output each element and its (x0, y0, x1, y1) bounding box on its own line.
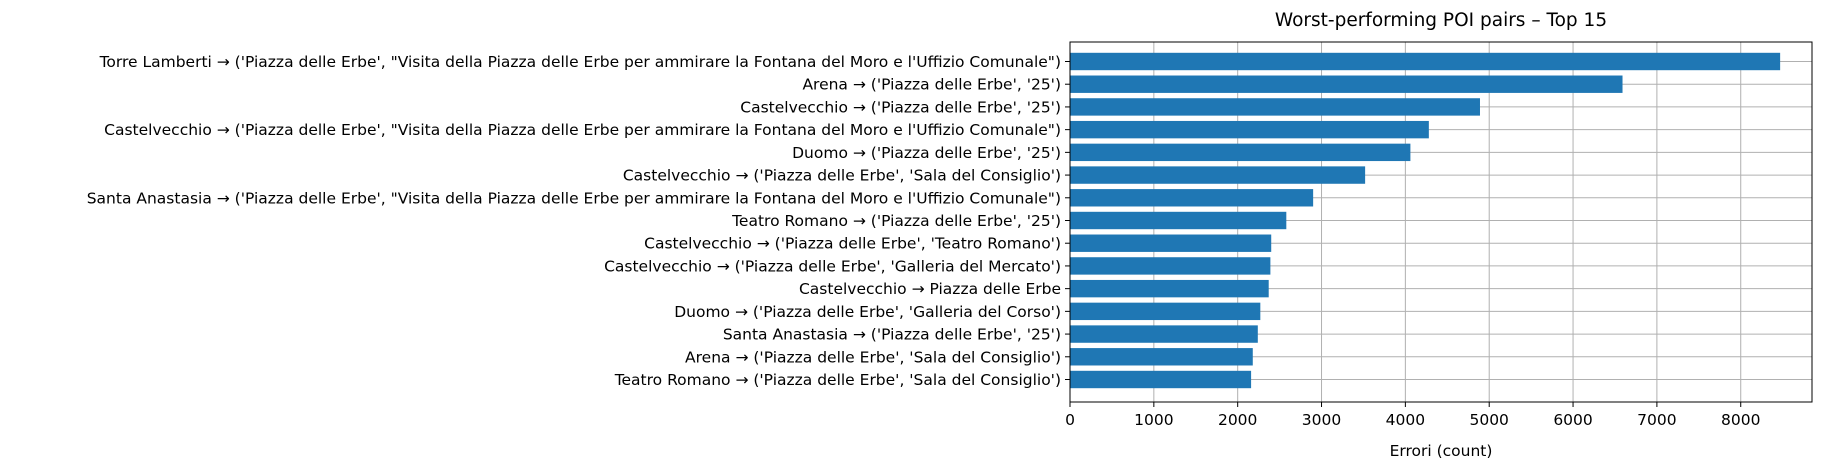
y-category-label: Torre Lamberti → ('Piazza delle Erbe', "… (99, 53, 1061, 71)
x-axis-label: Errori (count) (1390, 442, 1493, 460)
bar (1070, 325, 1258, 343)
x-tick-label: 6000 (1553, 411, 1592, 429)
y-category-label: Duomo → ('Piazza delle Erbe', 'Galleria … (674, 303, 1061, 321)
bar (1070, 257, 1271, 275)
y-category-label: Teatro Romano → ('Piazza delle Erbe', '2… (731, 212, 1061, 230)
y-category-label: Castelvecchio → ('Piazza delle Erbe', 'S… (623, 167, 1061, 185)
bar (1070, 234, 1272, 252)
x-tick-label: 4000 (1386, 411, 1425, 429)
y-axis-ticks: Torre Lamberti → ('Piazza delle Erbe', "… (87, 53, 1070, 389)
bar (1070, 52, 1781, 71)
y-category-label: Teatro Romano → ('Piazza delle Erbe', 'S… (614, 371, 1061, 389)
y-category-label: Santa Anastasia → ('Piazza delle Erbe', … (723, 326, 1061, 344)
bar (1070, 302, 1261, 321)
y-category-label: Duomo → ('Piazza delle Erbe', '25') (792, 144, 1061, 162)
x-axis-ticks: 0 1000 2000 3000 4000 5000 6000 7000 8000 (1065, 402, 1760, 429)
bar (1070, 189, 1314, 207)
plot-frame (1069, 41, 1813, 403)
x-tick-label: 3000 (1302, 411, 1341, 429)
x-tick-label: 5000 (1469, 411, 1508, 429)
y-category-label: Castelvecchio → ('Piazza delle Erbe', 'G… (604, 257, 1061, 275)
bar (1070, 279, 1269, 298)
bar (1070, 120, 1429, 139)
bar (1070, 348, 1253, 366)
x-tick-label: 2000 (1218, 411, 1257, 429)
bars (1070, 52, 1781, 389)
x-tick-label: 8000 (1721, 411, 1760, 429)
y-category-label: Castelvecchio → ('Piazza delle Erbe', 'T… (644, 235, 1061, 253)
bar (1070, 166, 1366, 184)
y-category-label: Castelvecchio → Piazza delle Erbe (799, 280, 1061, 298)
x-tick-label: 0 (1065, 411, 1075, 429)
x-tick-label: 7000 (1637, 411, 1676, 429)
bar (1070, 75, 1623, 93)
bar (1070, 211, 1287, 230)
bar (1070, 98, 1480, 116)
x-tick-label: 1000 (1134, 411, 1173, 429)
y-category-label: Castelvecchio → ('Piazza delle Erbe', "V… (104, 121, 1061, 139)
chart-title: Worst-performing POI pairs – Top 15 (1275, 10, 1607, 31)
y-category-label: Castelvecchio → ('Piazza delle Erbe', '2… (740, 98, 1061, 116)
y-category-label: Arena → ('Piazza delle Erbe', 'Sala del … (685, 348, 1061, 366)
y-category-label: Arena → ('Piazza delle Erbe', '25') (802, 76, 1061, 94)
bar (1070, 370, 1252, 389)
bar (1070, 143, 1411, 162)
y-category-label: Santa Anastasia → ('Piazza delle Erbe', … (87, 189, 1061, 207)
